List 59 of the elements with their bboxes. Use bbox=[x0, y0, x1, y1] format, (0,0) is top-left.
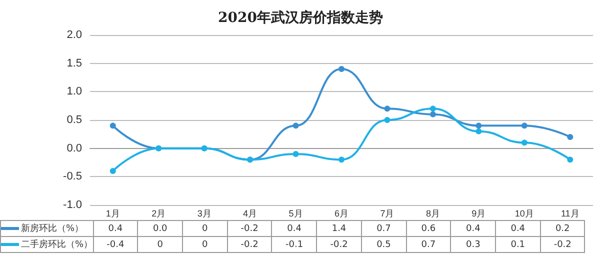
data-label: 0.7 bbox=[406, 236, 451, 252]
y-tick-label: 0.0 bbox=[66, 142, 82, 154]
point bbox=[338, 156, 344, 163]
point bbox=[110, 168, 116, 174]
data-label: 0.3 bbox=[450, 236, 496, 252]
data-label: 0.4 bbox=[496, 220, 540, 236]
point bbox=[476, 122, 482, 129]
x-tick-label: 10月 bbox=[514, 208, 534, 218]
x-tick-label: 4月 bbox=[243, 208, 258, 218]
x-tick-label: 11月 bbox=[560, 208, 580, 218]
data-label: 1.4 bbox=[316, 220, 362, 236]
y-tick-label: 2.0 bbox=[66, 29, 82, 41]
point bbox=[292, 151, 299, 157]
data-label: -0.2 bbox=[540, 236, 585, 252]
data-label: -0.2 bbox=[227, 220, 272, 236]
x-tick-label: 3月 bbox=[197, 208, 212, 218]
point bbox=[430, 111, 436, 118]
x-tick-label: 6月 bbox=[334, 208, 349, 218]
data-label: 0 bbox=[138, 236, 182, 252]
data-label: 0.5 bbox=[361, 236, 406, 252]
x-tick-label: 1月 bbox=[106, 208, 120, 218]
point bbox=[521, 140, 528, 146]
point bbox=[476, 128, 482, 134]
data-label: -0.4 bbox=[93, 236, 138, 252]
data-label: 0.0 bbox=[138, 220, 182, 236]
legend-label: 新房环比（%） bbox=[0, 220, 94, 236]
data-label: 0 bbox=[182, 220, 228, 236]
point bbox=[567, 134, 574, 140]
point bbox=[292, 122, 299, 129]
point bbox=[110, 122, 116, 129]
y-tick-label: 1.5 bbox=[66, 57, 82, 70]
data-label: -0.2 bbox=[227, 236, 272, 252]
x-tick-label: 9月 bbox=[472, 208, 486, 218]
y-tick-label: 0.5 bbox=[66, 114, 82, 126]
data-label: 0.7 bbox=[361, 220, 406, 236]
data-label: 0.4 bbox=[93, 220, 138, 236]
point bbox=[384, 106, 390, 112]
chart-title: 2020年武汉房价指数走势 bbox=[218, 9, 383, 26]
data-label: 0.4 bbox=[450, 220, 496, 236]
point bbox=[567, 156, 574, 163]
data-label: 0 bbox=[182, 236, 228, 252]
legend-label: 二手房环比（%） bbox=[0, 236, 94, 252]
point bbox=[521, 122, 528, 129]
x-tick-label: 2月 bbox=[152, 208, 166, 218]
data-label: -0.2 bbox=[316, 236, 362, 252]
data-label: -0.1 bbox=[272, 236, 317, 252]
data-label: 0.4 bbox=[272, 220, 317, 236]
point bbox=[384, 117, 390, 123]
x-tick-label: 5月 bbox=[288, 208, 303, 218]
data-label: 0.2 bbox=[540, 220, 585, 236]
data-label: 0.1 bbox=[496, 236, 540, 252]
data-label: 0.6 bbox=[406, 220, 451, 236]
y-tick-label: -1.0 bbox=[63, 199, 82, 211]
y-tick-label: 1.0 bbox=[66, 86, 82, 98]
point bbox=[430, 106, 436, 112]
x-tick-label: 7月 bbox=[380, 208, 394, 218]
y-tick-label: -0.5 bbox=[63, 170, 82, 183]
point bbox=[338, 66, 344, 72]
x-tick-label: 8月 bbox=[426, 208, 440, 218]
